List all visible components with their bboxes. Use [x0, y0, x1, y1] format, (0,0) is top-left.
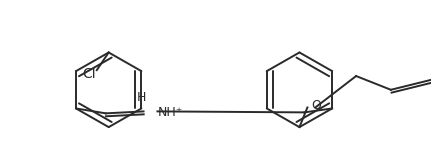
Text: NH⁺: NH⁺	[158, 106, 183, 119]
Text: Cl: Cl	[82, 67, 95, 81]
Text: H: H	[137, 91, 146, 104]
Text: O: O	[311, 99, 321, 112]
